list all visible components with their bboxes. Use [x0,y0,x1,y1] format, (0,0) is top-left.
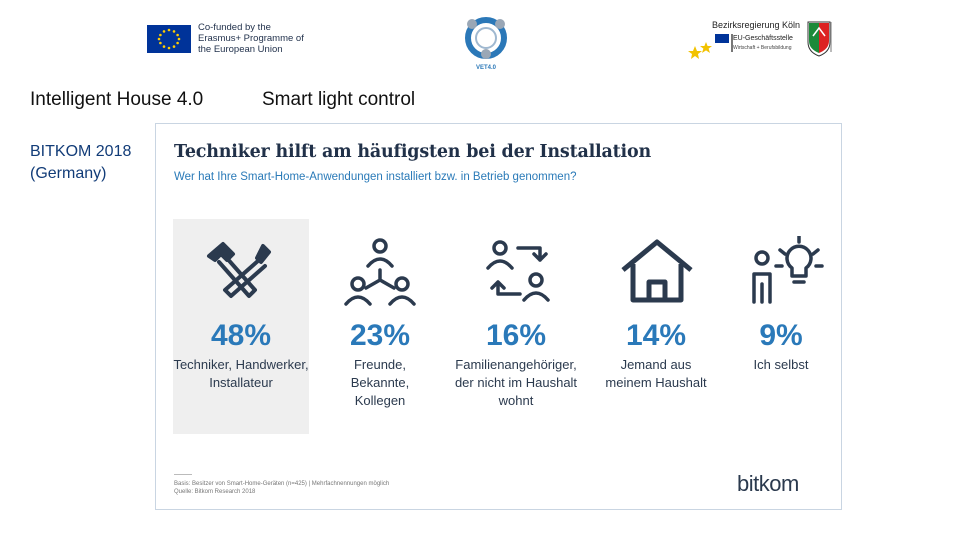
regional-subtitle: EU-Geschäftsstelle [733,35,793,42]
tools-icon [201,236,281,306]
regional-subtitle-2: Wirtschaft + Berufsbildung [733,45,792,51]
footnote-rule [174,474,192,475]
source-label: BITKOM 2018 (Germany) [30,143,132,182]
eu-funding-text: Co-funded by the Erasmus+ Programme of t… [198,22,304,55]
bitkom-logo: bitkom [737,471,799,496]
percent-48: 48% [210,319,272,352]
regional-logo [683,16,843,64]
footnote-source: Quelle: Bitkom Research 2018 [174,489,256,495]
person-idea-icon [748,234,828,306]
percent-9: 9% [759,319,803,352]
infographic-title: Techniker hilft am häufigsten bei der In… [174,142,651,162]
house-icon [617,236,697,306]
label-family: Familienangehöriger, der nicht im Hausha… [454,357,578,408]
regional-title: Bezirksregierung Köln [712,20,801,30]
people-network-icon [340,236,420,306]
percent-16: 16% [485,319,547,352]
infographic-subtitle: Wer hat Ihre Smart-Home-Anwendungen inst… [174,171,577,183]
label-household: Jemand aus meinem Haushalt [605,357,707,390]
vet-logo: VET4.0 [458,12,514,76]
label-technician: Techniker, Handwerker, Installateur [173,357,309,390]
footnote: Basis: Besitzer von Smart-Home-Geräten (… [174,480,389,496]
footnote-basis: Basis: Besitzer von Smart-Home-Geräten (… [174,481,390,487]
percent-23: 23% [349,319,411,352]
vet-logo-text: VET4.0 [475,65,496,71]
family-exchange-icon [480,236,560,306]
label-friends: Freunde, Bekannte, Kollegen [350,357,410,408]
percent-14: 14% [625,319,687,352]
highlight-panel [173,219,309,434]
slide-title-right: Smart light control [262,89,416,110]
slide-title-left: Intelligent House 4.0 [30,89,204,110]
eu-flag-icon [147,25,191,53]
label-self: Ich selbst [753,357,809,372]
